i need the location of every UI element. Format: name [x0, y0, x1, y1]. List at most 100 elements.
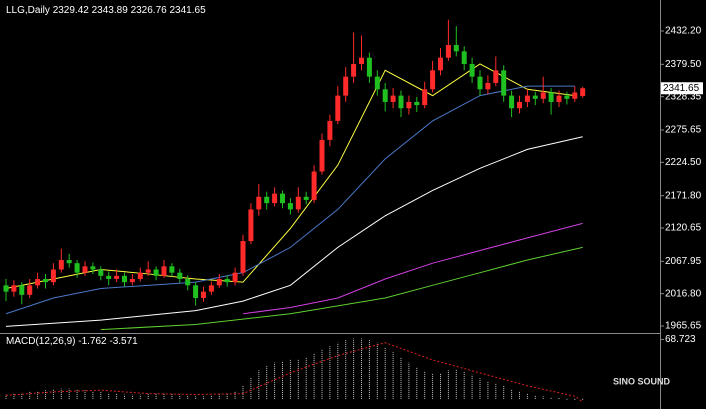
- candle-body: [272, 193, 278, 204]
- candle-body: [280, 193, 285, 204]
- y-tick-label: 2379.50: [665, 59, 702, 70]
- macd-label: MACD(12,26,9): [6, 336, 75, 347]
- candle-body: [177, 272, 183, 279]
- y-tick-label: 2171.80: [665, 190, 702, 201]
- y-tick-label: 2432.20: [665, 26, 702, 37]
- candle-body: [185, 278, 191, 286]
- candle-body: [27, 285, 33, 295]
- candle-body: [564, 95, 570, 99]
- candle-body: [469, 63, 475, 77]
- candle-body: [580, 88, 586, 96]
- candle-body: [406, 101, 412, 109]
- candle-body: [137, 272, 143, 279]
- y-tick-label: 2328.35: [665, 91, 702, 102]
- candle-body: [19, 285, 25, 295]
- candle-body: [524, 95, 530, 102]
- candle-body: [129, 278, 135, 283]
- candle-body: [82, 266, 88, 273]
- y-tick-label: 2224.50: [665, 157, 702, 168]
- candle-body: [540, 92, 546, 99]
- candle-body: [493, 70, 499, 83]
- candle-body: [485, 82, 491, 90]
- candle-body: [58, 260, 64, 270]
- macd-header: MACD(12,26,9) -1.762 -3.571: [6, 336, 138, 347]
- candle-body: [501, 70, 507, 96]
- candle-body: [264, 196, 270, 204]
- close: 2341.65: [170, 5, 207, 16]
- candle-body: [319, 139, 325, 172]
- candle-body: [98, 269, 104, 276]
- candle-body: [382, 89, 388, 102]
- candle-body: [327, 120, 333, 140]
- candle-body: [35, 278, 41, 286]
- y-tick-label: 1965.65: [665, 321, 702, 332]
- candle-body: [414, 101, 420, 106]
- y-tick-label: 2275.65: [665, 125, 702, 136]
- signal-line: [5, 342, 583, 403]
- candle-body: [374, 76, 380, 90]
- moving-average: [242, 222, 583, 315]
- candle-body: [3, 285, 9, 292]
- candle-body: [398, 95, 404, 109]
- candle-body: [50, 269, 56, 283]
- candle-body: [66, 260, 72, 264]
- candle-body: [351, 63, 357, 77]
- candle-body: [287, 203, 293, 210]
- candle-body: [438, 57, 443, 71]
- candle-body: [153, 269, 159, 276]
- candle-body: [517, 101, 522, 109]
- candle-body: [114, 275, 120, 279]
- candle-body: [295, 196, 301, 210]
- candle-body: [548, 92, 554, 102]
- signal-value: -3.571: [109, 336, 138, 347]
- candle-body: [145, 269, 151, 273]
- candle-body: [532, 95, 538, 99]
- price-box: [661, 82, 703, 95]
- candle-body: [232, 272, 238, 283]
- candle-body: [303, 196, 309, 200]
- candle-body: [106, 275, 112, 279]
- macd-value: -1.762: [78, 336, 107, 347]
- candle-body: [572, 92, 578, 99]
- candle-body: [74, 263, 80, 273]
- symbol: LLG,Daily: [6, 5, 50, 16]
- y-tick-label: 2016.80: [665, 288, 702, 299]
- candle-body: [556, 95, 562, 102]
- candle-body: [11, 285, 17, 292]
- candle-body: [311, 171, 317, 200]
- header: LLG,Daily 2329.42 2343.89 2326.76 2341.6…: [6, 5, 206, 16]
- y-tick-label: 68.723: [665, 334, 696, 345]
- high: 2343.89: [92, 5, 129, 16]
- candle-body: [453, 45, 459, 52]
- candle-body: [430, 70, 436, 90]
- candle-body: [422, 89, 428, 106]
- candle-body: [477, 76, 483, 90]
- candle-body: [169, 266, 175, 273]
- candle-body: [216, 278, 222, 286]
- candle-body: [161, 266, 167, 276]
- candle-body: [359, 57, 364, 64]
- y-tick-label: 2120.65: [665, 223, 702, 234]
- candle-body: [240, 241, 246, 273]
- price-label: 2341.65: [663, 83, 700, 94]
- candle-body: [248, 209, 254, 242]
- low: 2326.76: [131, 5, 168, 16]
- candle-body: [335, 95, 341, 121]
- moving-average: [100, 246, 583, 331]
- y-tick-label: 2067.95: [665, 256, 702, 267]
- candle-body: [445, 45, 451, 58]
- candle-body: [343, 76, 349, 96]
- candle-body: [256, 196, 262, 210]
- candle-body: [390, 95, 396, 102]
- candle-body: [509, 95, 515, 109]
- candle-body: [201, 291, 206, 298]
- candle-body: [461, 51, 467, 64]
- candle-body: [122, 275, 127, 283]
- moving-average: [5, 136, 583, 327]
- candle-body: [208, 285, 214, 292]
- candle-body: [366, 57, 372, 77]
- logo: SINO SOUND: [613, 376, 671, 386]
